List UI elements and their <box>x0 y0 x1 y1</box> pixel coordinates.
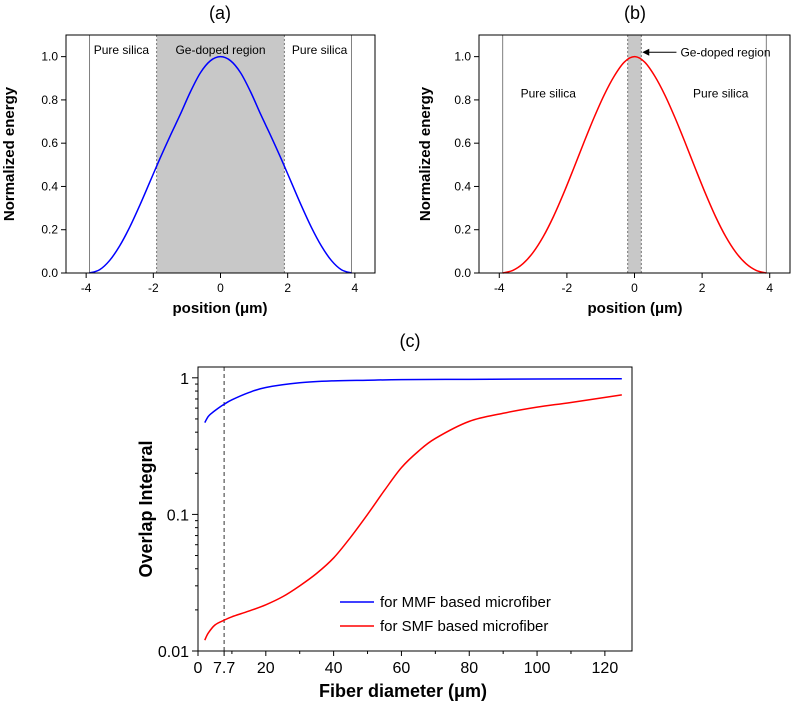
panel-a: (a) -4 -2 0 2 4 0.0 0.2 0.4 0.6 0.8 1.0 Pure sili… <box>1 3 376 317</box>
panel-b: (b) -4 -2 0 2 4 0.0 0.2 0.4 0.6 0.8 1.0 Pure sili… <box>417 3 791 317</box>
y-tick-label: 0.01 <box>158 644 189 661</box>
y-tick-label: 1.0 <box>41 50 58 64</box>
x-tick-label: 2 <box>699 281 706 295</box>
y-tick-label: 0.8 <box>454 93 471 107</box>
y-tick-label: 0.4 <box>41 179 58 193</box>
panel-a-label: (a) <box>209 3 231 23</box>
x-tick-label: 4 <box>766 281 773 295</box>
x-tick-label: 7.7 <box>213 660 235 677</box>
x-ticks-c: 0 7.7 20 40 60 80 100 120 <box>194 651 619 677</box>
y-tick-label: 0.0 <box>454 266 471 280</box>
x-tick-label: 120 <box>592 660 619 677</box>
y-tick-label: 0.4 <box>454 179 471 193</box>
boundary-lines-a <box>89 35 352 273</box>
series-line-0 <box>89 55 352 274</box>
y-ticks-b: 0.0 0.2 0.4 0.6 0.8 1.0 <box>454 50 479 280</box>
region-labels-a: Pure silica Ge-doped region Pure silica <box>94 43 348 57</box>
x-tick-label: 60 <box>393 660 411 677</box>
y-ticks-a: 0.0 0.2 0.4 0.6 0.8 1.0 <box>41 50 66 280</box>
arrow-head <box>642 48 650 56</box>
x-tick-label: -4 <box>81 281 92 295</box>
region-label: Pure silica <box>94 43 150 57</box>
x-tick-label: 0 <box>631 281 638 295</box>
y-ticks-c: 0.01 0.1 1 <box>158 371 198 661</box>
region-labels-b: Pure silica Pure silica <box>521 86 749 100</box>
x-axis-label-a: position (μm) <box>173 300 268 317</box>
x-tick-label: 0 <box>194 660 203 677</box>
y-tick-label: 0.8 <box>41 93 58 107</box>
x-ticks-b: -4 -2 0 2 4 <box>494 273 773 295</box>
y-tick-label: 0.2 <box>454 223 471 237</box>
y-tick-label: 0.6 <box>41 136 58 150</box>
x-tick-label: -4 <box>494 281 505 295</box>
y-tick-label: 0.1 <box>167 507 189 524</box>
ge-doped-band <box>627 35 642 273</box>
energy-curve-b <box>502 55 767 274</box>
panel-c: (c) 0 7.7 20 40 60 80 100 120 0.01 0.1 1 for MMF … <box>136 331 633 701</box>
region-label: Ge-doped region <box>175 43 265 57</box>
plot-frame-c <box>197 366 633 652</box>
region-label: Pure silica <box>292 43 348 57</box>
ge-doped-arrow-annotation: Ge-doped region <box>642 45 771 59</box>
x-tick-label: 0 <box>217 281 224 295</box>
legend-c: for MMF based microfiber for SMF based mi… <box>340 594 551 635</box>
legend-entry-0: for MMF based microfiber <box>380 594 551 611</box>
series-line-0 <box>204 377 622 423</box>
y-axis-label-a: Normalized energy <box>1 86 18 221</box>
x-axis-label-b: position (μm) <box>588 300 683 317</box>
region-label: Pure silica <box>521 86 577 100</box>
x-axis-label-c: Fiber diameter (μm) <box>319 681 487 701</box>
ge-doped-shade-b <box>627 35 642 273</box>
x-tick-label: 4 <box>352 281 359 295</box>
panel-c-label: (c) <box>400 331 421 351</box>
ge-doped-band <box>156 35 285 273</box>
region-label: Pure silica <box>693 86 749 100</box>
panel-b-label: (b) <box>624 3 646 23</box>
overlap-curves <box>204 377 622 641</box>
y-tick-label: 0.0 <box>41 266 58 280</box>
x-tick-label: 100 <box>524 660 551 677</box>
x-tick-label: 20 <box>257 660 275 677</box>
x-tick-label: 80 <box>460 660 478 677</box>
y-axis-label-c: Overlap Integral <box>136 440 156 577</box>
legend-entry-1: for SMF based microfiber <box>380 618 548 635</box>
boundary-lines-b <box>502 35 767 273</box>
x-tick-label: -2 <box>562 281 573 295</box>
y-tick-label: 0.6 <box>454 136 471 150</box>
y-tick-label: 1 <box>180 371 189 388</box>
x-tick-label: 2 <box>284 281 291 295</box>
ge-doped-shade-a <box>156 35 285 273</box>
y-tick-label: 0.2 <box>41 223 58 237</box>
series-line-1 <box>204 394 622 641</box>
arrow-label: Ge-doped region <box>680 45 770 59</box>
y-tick-label: 1.0 <box>454 50 471 64</box>
x-ticks-a: -4 -2 0 2 4 <box>81 273 359 295</box>
x-tick-label: 40 <box>325 660 343 677</box>
x-tick-label: -2 <box>148 281 159 295</box>
series-line-0 <box>502 55 767 274</box>
y-axis-label-b: Normalized energy <box>417 86 434 221</box>
energy-curve-a <box>89 55 352 274</box>
